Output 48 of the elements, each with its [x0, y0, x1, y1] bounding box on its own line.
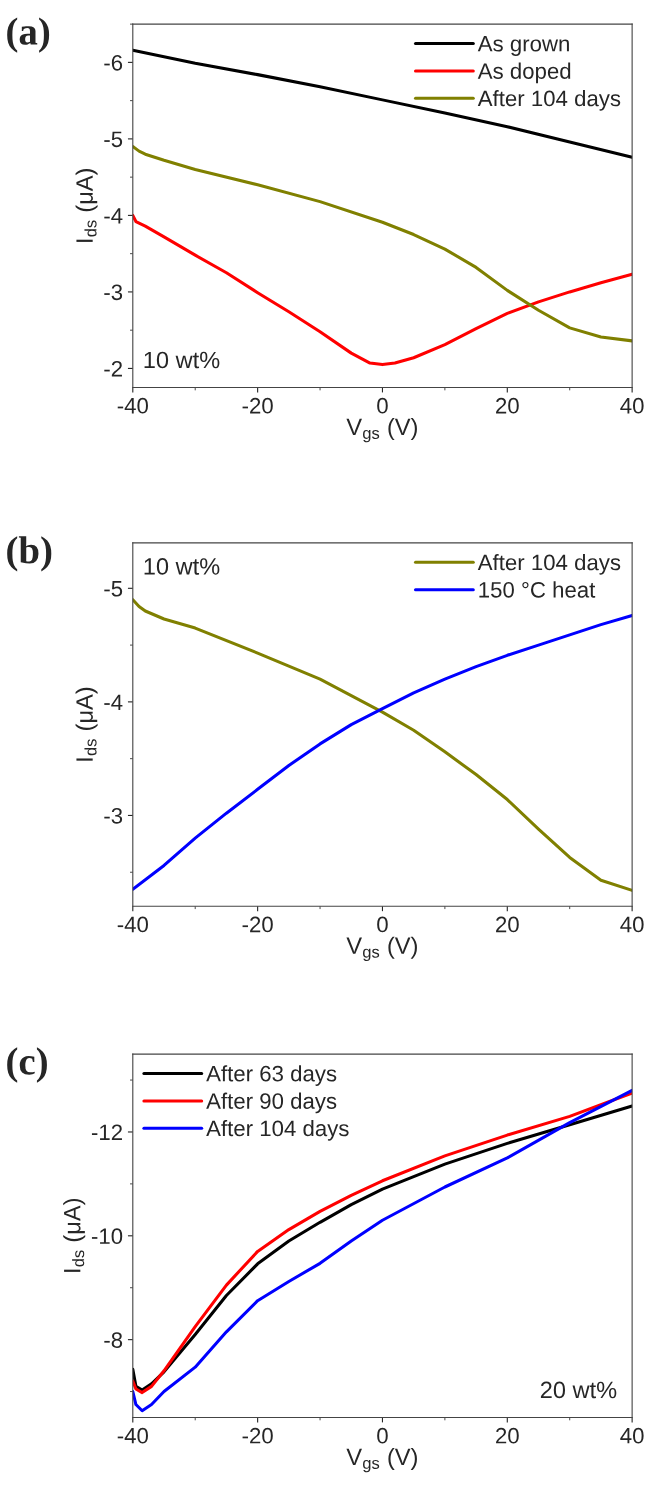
- line-series: [132, 145, 633, 343]
- annotation: 10 wt%: [144, 558, 220, 575]
- y-tick-label: -4: [104, 694, 123, 710]
- chart-title: (b): [7, 536, 52, 572]
- y-axis-title: I$_{ds}$ (μA): [63, 1199, 86, 1272]
- legend-label: After 63 days: [206, 1065, 337, 1086]
- y-tick-label: -5: [104, 581, 123, 597]
- x-axis-title: V$_{gs}$ (V): [346, 936, 417, 962]
- y-axis-title: I$_{ds}$ (μA): [75, 169, 98, 242]
- y-tick-label: -5: [104, 131, 123, 148]
- y-tick-label: -3: [104, 284, 123, 301]
- y-tick-label: -6: [104, 54, 123, 71]
- x-tick-label: 40: [620, 397, 644, 414]
- y-tick-label: -12: [91, 1124, 122, 1141]
- legend-label: After 104 days: [477, 90, 621, 111]
- x-tick-label: 0: [377, 397, 388, 414]
- annotation: 10 wt%: [144, 351, 220, 369]
- x-tick-label: -40: [117, 397, 148, 414]
- legend-label: As doped: [477, 62, 571, 84]
- legend-label: As grown: [477, 36, 569, 56]
- legend-label: After 104 days: [477, 553, 621, 575]
- x-tick-label: 0: [377, 916, 388, 933]
- line-series: [132, 213, 633, 367]
- x-tick-label: 20: [496, 916, 519, 933]
- chart-title: (c): [7, 1047, 47, 1083]
- legend-label: 150 °C heat: [479, 581, 596, 598]
- x-tick-label: 0: [377, 1427, 388, 1444]
- x-axis-title: V$_{gs}$ (V): [346, 417, 417, 443]
- x-tick-label: -20: [242, 397, 273, 414]
- x-tick-label: 20: [496, 397, 519, 414]
- y-tick-label: -2: [104, 360, 122, 377]
- y-tick-label: -10: [91, 1228, 123, 1245]
- x-tick-label: -40: [117, 1427, 148, 1444]
- x-tick-label: 40: [620, 1427, 644, 1444]
- y-tick-label: -4: [104, 208, 123, 224]
- y-tick-label: -8: [104, 1332, 123, 1348]
- x-tick-label: 20: [496, 1427, 519, 1444]
- x-tick-label: 40: [620, 916, 644, 933]
- chart-title: (a): [7, 17, 50, 53]
- annotation: 20 wt%: [540, 1381, 617, 1399]
- y-tick-label: -3: [104, 807, 123, 824]
- legend-label: After 104 days: [206, 1119, 349, 1141]
- legend-label: After 90 days: [206, 1092, 337, 1114]
- x-tick-label: -20: [242, 916, 273, 933]
- x-tick-label: -40: [117, 916, 148, 933]
- x-axis-title: V$_{gs}$ (V): [346, 1447, 417, 1473]
- y-axis-title: I$_{ds}$ (μA): [75, 687, 98, 761]
- x-tick-label: -20: [242, 1427, 273, 1444]
